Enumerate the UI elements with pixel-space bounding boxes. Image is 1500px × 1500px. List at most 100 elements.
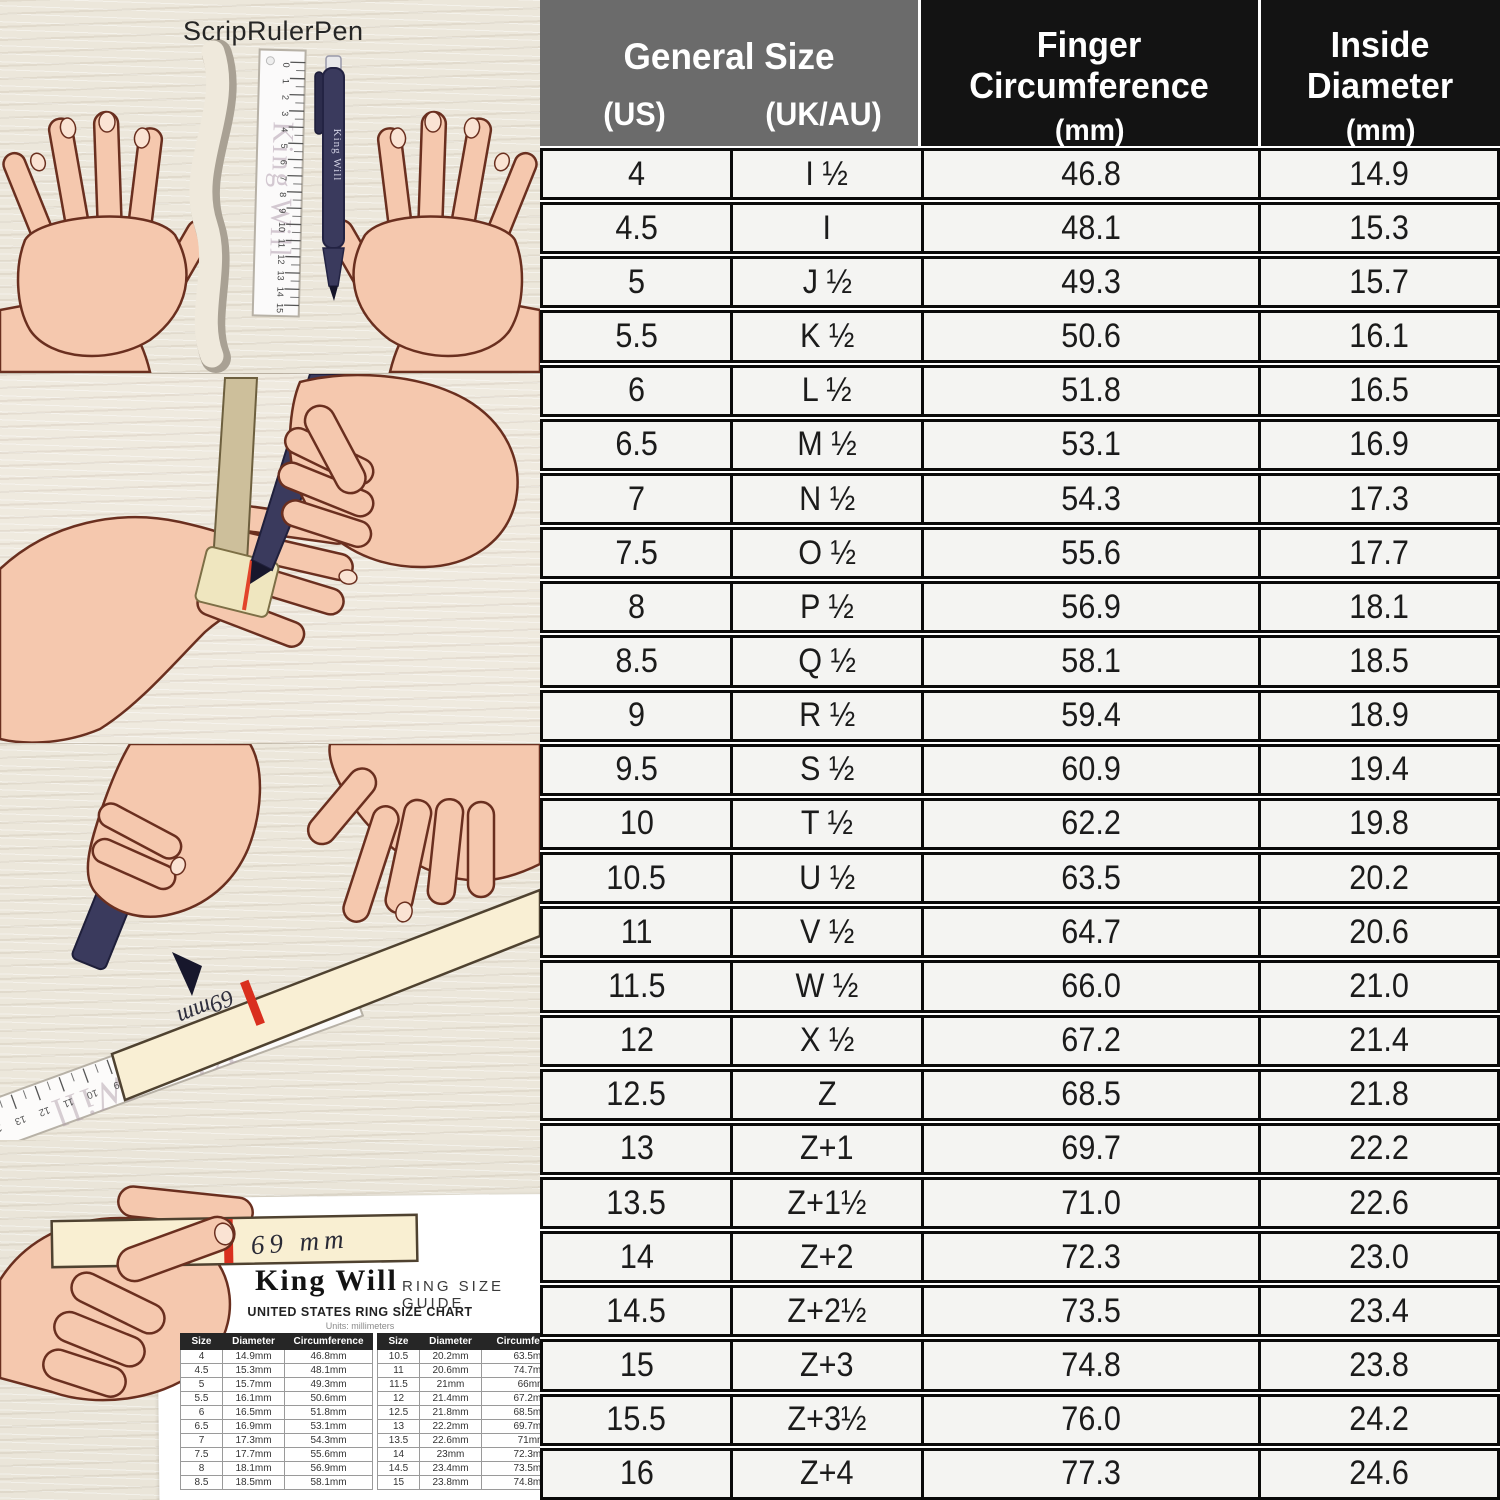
diameter-cell: 16.1: [1349, 317, 1409, 356]
svg-text:11: 11: [61, 1095, 75, 1109]
mini-table-right: SizeDiameterCircumference10.520.2mm63.5m…: [377, 1333, 540, 1490]
circumference-cell: 63.5: [924, 855, 1261, 902]
mini-header-cell: Diameter: [419, 1333, 482, 1350]
svg-text:1: 1: [281, 79, 291, 84]
mini-row: 4.5 15.3mm 48.1mm: [180, 1363, 373, 1378]
uk-size-cell: N ½: [733, 475, 924, 523]
panel-result: 69 mm King Will RING SIZE GUIDE UNITED S…: [0, 1140, 540, 1500]
diameter-cell: 23.8: [1349, 1346, 1409, 1385]
circumference-cell: 67.2: [924, 1017, 1261, 1064]
circumference-cell: 51.8: [924, 367, 1261, 414]
uk-size-cell: O ½: [733, 530, 924, 577]
ruler-label: Ruler: [247, 16, 315, 46]
circumference-cell: 56.9: [924, 584, 1261, 631]
diameter-cell: 21.0: [1349, 966, 1409, 1005]
circumference-cell: 46.8: [924, 151, 1261, 198]
paper-strip-icon: 69mm: [110, 888, 540, 1102]
table-row: 11 V ½ 64.7 20.6: [540, 906, 1500, 959]
diameter-cell: 19.8: [1349, 804, 1409, 843]
uk-size-cell: K ½: [733, 313, 924, 360]
table-row: 4.5 I 48.1 15.3: [540, 202, 1500, 255]
mini-header-cell: Diameter: [222, 1333, 285, 1350]
red-mark: [242, 559, 254, 611]
table-row: 12.5 Z 68.5 21.8: [540, 1068, 1500, 1121]
circumference-cell: 53.1: [924, 421, 1261, 468]
right-hand-illustration: [277, 374, 519, 569]
us-size-cell: 14: [543, 1234, 733, 1281]
mini-row: 8 18.1mm 56.9mm: [180, 1461, 373, 1476]
inside-label-line2: Diameter: [1307, 65, 1454, 106]
us-size-cell: 10.5: [543, 855, 733, 902]
result-illustration: 69 mm: [0, 1185, 419, 1402]
circumference-cell: 68.5: [924, 1071, 1261, 1118]
table-row: 13.5 Z+1½ 71.0 22.6: [540, 1176, 1500, 1230]
pen-icon: King Will: [314, 55, 345, 301]
ring-size-table: General Size (US) (UK/AU) Finger Circumf…: [540, 0, 1500, 1500]
thumb-illustration: [116, 1215, 236, 1283]
pen-label: Pen: [314, 16, 364, 46]
us-size-cell: 7.5: [543, 530, 733, 577]
us-size-cell: 16: [543, 1450, 733, 1497]
us-size-cell: 13: [543, 1125, 733, 1172]
uk-au-column-label: (UK/AU): [765, 96, 882, 132]
us-size-cell: 7: [543, 475, 733, 523]
us-size-cell: 10: [543, 800, 733, 848]
svg-text:2: 2: [280, 95, 290, 100]
diameter-cell: 17.3: [1349, 479, 1409, 518]
table-row: 14.5 Z+2½ 73.5 23.4: [540, 1285, 1500, 1338]
circumference-cell: 48.1: [924, 205, 1261, 252]
us-ring-size-mini-table: SizeDiameterCircumference10.520.2mm63.5m…: [377, 1333, 540, 1490]
mini-row: 6 16.5mm 51.8mm: [180, 1405, 373, 1420]
uk-size-cell: U ½: [733, 855, 924, 902]
uk-size-cell: Z+2: [733, 1234, 924, 1281]
table-row: 11.5 W ½ 66.0 21.0: [540, 960, 1500, 1013]
uk-size-cell: X ½: [733, 1017, 924, 1064]
us-size-cell: 9: [543, 692, 733, 739]
inside-label-line1: Inside: [1331, 24, 1430, 65]
mini-row: 11.521mm66mm: [377, 1377, 540, 1392]
us-size-cell: 4: [543, 151, 733, 198]
us-size-cell: 11.5: [543, 963, 733, 1010]
diameter-cell: 22.2: [1349, 1129, 1409, 1168]
svg-text:5: 5: [279, 143, 289, 148]
uk-size-cell: W ½: [733, 963, 924, 1010]
strip-measurement-text: 69 mm: [250, 1223, 350, 1260]
general-size-label: General Size: [623, 36, 835, 77]
us-size-cell: 14.5: [543, 1288, 733, 1335]
circumference-cell: 55.6: [924, 530, 1261, 577]
svg-text:14: 14: [0, 1121, 3, 1135]
diameter-cell: 20.6: [1349, 912, 1409, 951]
us-size-cell: 8.5: [543, 638, 733, 685]
wrap-strip-illustration: [0, 374, 519, 743]
circumference-cell: 59.4: [924, 692, 1261, 739]
diameter-cell: 24.6: [1349, 1454, 1409, 1493]
us-size-cell: 6.5: [543, 421, 733, 468]
svg-text:6: 6: [279, 160, 289, 165]
pen-brand-text: King Will: [331, 129, 343, 182]
circumference-cell: 60.9: [924, 746, 1261, 793]
circumference-cell: 73.5: [924, 1288, 1261, 1335]
mini-row: 5 15.7mm 49.3mm: [180, 1377, 373, 1392]
us-size-cell: 15.5: [543, 1396, 733, 1443]
diameter-cell: 18.9: [1349, 696, 1409, 735]
brand-logo: King Will: [255, 1264, 398, 1297]
circumference-cell: 72.3: [924, 1234, 1261, 1281]
left-hand-illustration: [0, 504, 358, 743]
us-size-cell: 9.5: [543, 746, 733, 793]
svg-text:13: 13: [276, 271, 286, 281]
table-row: 7.5 O ½ 55.6 17.7: [540, 527, 1500, 580]
circumference-cell: 62.2: [924, 800, 1261, 848]
diameter-cell: 19.4: [1349, 750, 1409, 789]
finger-label-line1: Finger: [1037, 24, 1142, 65]
